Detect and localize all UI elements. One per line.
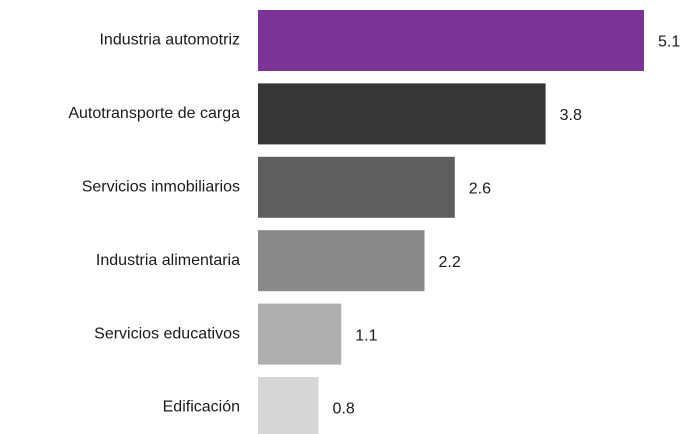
category-label: Edificación [163,399,240,416]
value-label: 2.6 [469,181,491,198]
value-label: 2.2 [439,254,461,271]
bar [258,83,546,145]
value-label: 5.1 [658,34,680,51]
bar [258,377,319,434]
bar [258,303,342,365]
value-label: 3.8 [560,107,582,124]
category-label: Autotransporte de carga [68,105,240,122]
category-label: Industria automotriz [99,32,240,49]
bar [258,156,455,218]
bar [258,230,425,292]
value-label: 1.1 [355,327,377,344]
category-label: Servicios educativos [94,325,240,342]
value-label: 0.8 [333,401,355,418]
category-label: Servicios inmobiliarios [82,179,240,196]
bar [258,10,644,71]
category-label: Industria alimentaria [96,252,240,269]
